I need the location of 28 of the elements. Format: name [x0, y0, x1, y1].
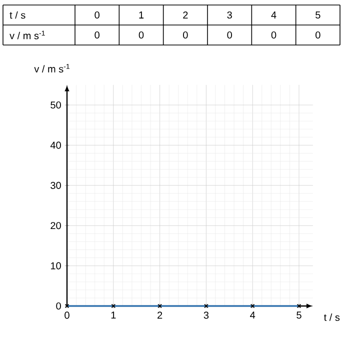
x-axis-title: t / s — [324, 314, 340, 321]
text: 0 — [316, 31, 320, 39]
x-tick-label: 2 — [158, 312, 162, 319]
y-tick-label: 0 — [56, 302, 61, 310]
text: 2 — [183, 12, 188, 18]
text: 0 — [94, 31, 100, 39]
text: 3 — [227, 11, 232, 19]
y-tick-label: 10 — [50, 262, 61, 270]
text: t / s — [10, 11, 26, 19]
y-tick-label: 50 — [50, 101, 61, 109]
text: 5 — [316, 12, 320, 18]
y-tick-label: 30 — [50, 182, 61, 189]
x-tick-label: 4 — [250, 312, 256, 319]
text: 4 — [271, 12, 276, 18]
x-tick-label: 5 — [296, 312, 302, 319]
x-tick-label: 3 — [204, 312, 209, 319]
text: 0 — [271, 31, 276, 39]
x-tick-label: 1 — [111, 312, 116, 319]
text: 0 — [138, 31, 144, 39]
x-tick-label: 0 — [64, 312, 70, 319]
text: 0 — [94, 11, 100, 19]
text: 1 — [139, 12, 144, 18]
y-axis-title: v / m s$^{-1}$ — [34, 64, 70, 73]
y-tick-label: 20 — [50, 222, 61, 230]
text: v / m s$^{-1}$ — [10, 30, 45, 40]
text: 0 — [227, 31, 232, 39]
y-tick-label: 40 — [50, 142, 61, 149]
text: 0 — [183, 31, 188, 39]
